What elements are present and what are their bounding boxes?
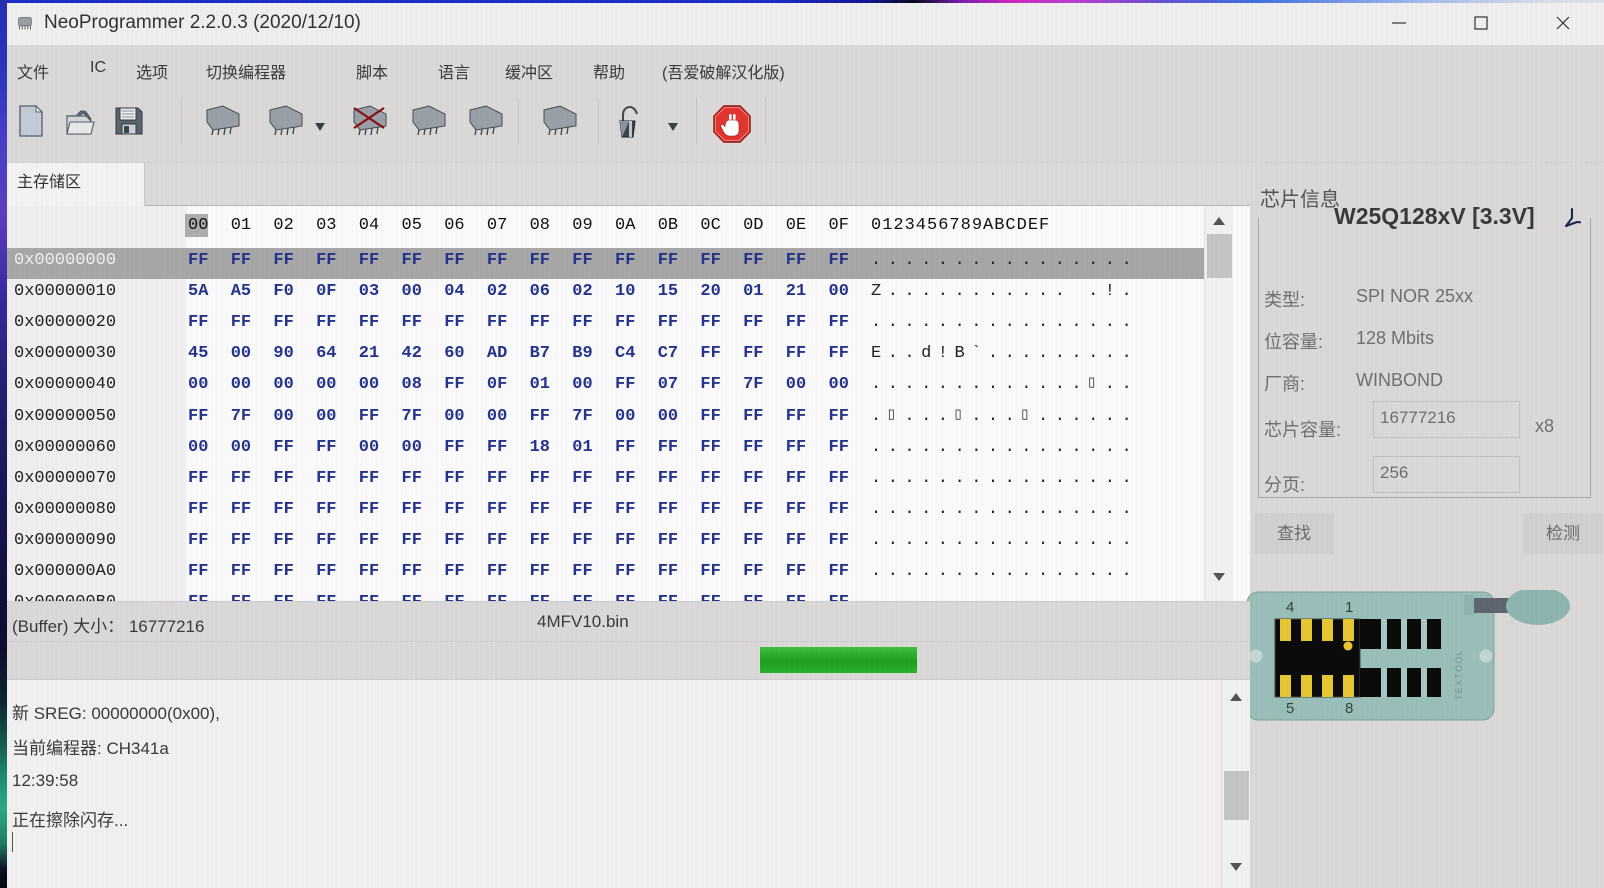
svg-text:4: 4 [1286,599,1294,616]
svg-text:1: 1 [1345,599,1353,616]
svg-text:TEXTOOL: TEXTOOL [1454,649,1464,700]
svg-text:8: 8 [1345,700,1353,717]
svg-text:5: 5 [1286,700,1294,717]
